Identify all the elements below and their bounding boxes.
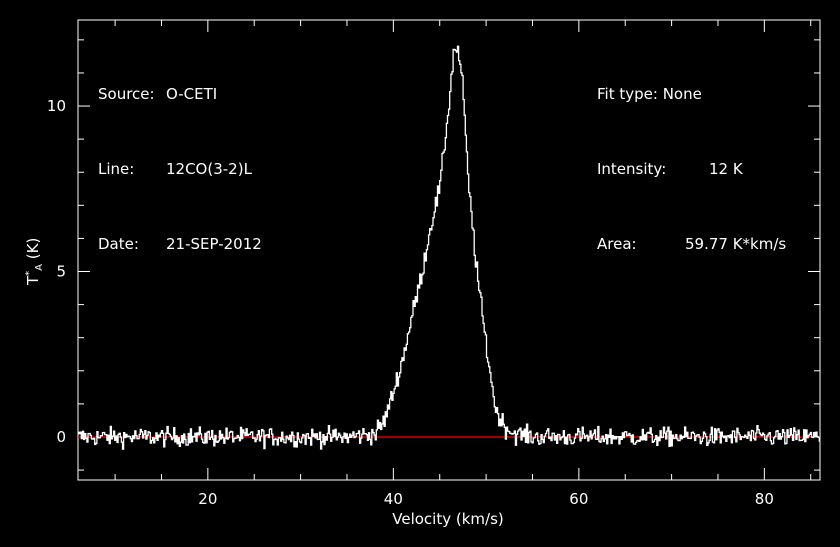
x-tick-label: 80 [755, 490, 774, 508]
source-value: O-CETI [166, 85, 218, 103]
header-left-info: Source: O-CETI Line: 12CO(3-2)L Date: 21-SE… [98, 32, 262, 282]
x-tick-label: 40 [384, 490, 403, 508]
line-value: 12CO(3-2)L [166, 160, 252, 178]
y-axis-label-sub: A [34, 263, 45, 271]
x-tick-label: 60 [569, 490, 588, 508]
intensity-value: 12 K [709, 160, 743, 178]
fit-type-value: None [662, 85, 702, 103]
fit-type-row: Fit type: None [597, 82, 786, 107]
y-axis-label-unit: (K) [24, 237, 42, 264]
source-label: Source: [98, 85, 155, 103]
y-axis-label-main: T [24, 275, 42, 285]
line-row: Line: 12CO(3-2)L [98, 157, 262, 182]
intensity-label: Intensity: [597, 160, 667, 178]
header-right-info: Fit type: None Intensity: 12 K Area: 59.77… [597, 32, 786, 282]
y-tick-labels: 0 5 10 [47, 97, 66, 446]
x-tick-labels: 20 40 60 80 [198, 490, 774, 508]
intensity-row: Intensity: 12 K [597, 157, 786, 182]
source-row: Source: O-CETI [98, 82, 262, 107]
plot-border [77, 19, 821, 481]
date-value: 21-SEP-2012 [166, 235, 262, 253]
y-axis-label-sup: * [24, 270, 35, 276]
area-value: 59.77 K*km/s [685, 235, 787, 253]
y-axis-label: T*A (K) [24, 238, 45, 285]
y-tick-label: 10 [47, 97, 66, 115]
axis-ticks [78, 20, 820, 480]
y-tick-label: 0 [56, 428, 66, 446]
line-label: Line: [98, 160, 135, 178]
date-row: Date: 21-SEP-2012 [98, 232, 262, 257]
spectrum-series-line [78, 45, 820, 450]
fit-type-label: Fit type: [597, 85, 658, 103]
area-row: Area: 59.77 K*km/s [597, 232, 786, 257]
plot-frame [77, 19, 821, 481]
date-label: Date: [98, 235, 139, 253]
y-tick-label: 5 [56, 263, 66, 281]
area-label: Area: [597, 235, 637, 253]
x-axis-label: Velocity (km/s) [392, 510, 503, 528]
x-tick-label: 20 [198, 490, 217, 508]
